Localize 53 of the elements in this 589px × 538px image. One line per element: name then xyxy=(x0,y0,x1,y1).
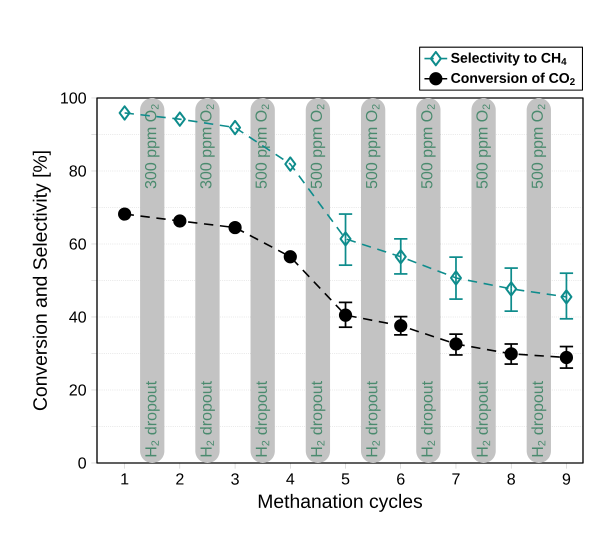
y-tick-label: 80 xyxy=(69,165,86,177)
x-tick-label: 1 xyxy=(121,473,128,484)
y-tick-label: 100 xyxy=(61,92,86,104)
annotation: 300 ppm O$_{2}$ xyxy=(144,104,160,188)
annotation: 500 ppm O$_{2}$ xyxy=(366,104,380,188)
point xyxy=(450,270,462,286)
legend-label: Selectivity to CH$_{4}$ xyxy=(451,52,567,66)
annotation: 500 ppm O$_{2}$ xyxy=(476,104,491,188)
y-tick-label: 20 xyxy=(70,384,86,396)
point xyxy=(229,120,242,136)
y-tick-label: 40 xyxy=(69,311,86,323)
band-label: H$_{2}$ dropout xyxy=(366,381,381,456)
annotation: 300 ppm O$_{2}$ xyxy=(200,104,215,188)
point xyxy=(338,308,352,322)
band-label: H$_{2}$ dropout xyxy=(310,381,326,456)
point xyxy=(173,214,186,228)
point xyxy=(118,207,132,221)
band-label: H$_{2}$ dropout xyxy=(420,381,436,456)
x-tick-label: 5 xyxy=(342,473,350,485)
point xyxy=(228,220,242,234)
band-label: H$_{2}$ dropout xyxy=(200,381,215,456)
x-tick-label: 2 xyxy=(176,473,184,485)
y-tick-label: 0 xyxy=(78,457,86,469)
annotation: 500 ppm O$_{2}$ xyxy=(532,104,546,188)
point xyxy=(284,250,297,264)
point xyxy=(394,319,408,332)
band-label: H$_{2}$ dropout xyxy=(144,381,160,456)
annotation: 500 ppm O$_{2}$ xyxy=(310,104,326,188)
point xyxy=(340,231,352,247)
x-tick-label: 9 xyxy=(562,473,570,485)
point xyxy=(118,105,131,121)
point xyxy=(504,347,518,360)
legend-label: Conversion of CO$_{2}$ xyxy=(451,72,575,86)
point xyxy=(284,156,296,172)
band-label: H$_{2}$ dropout xyxy=(255,381,270,456)
point xyxy=(560,289,572,305)
x-tick-label: 7 xyxy=(452,473,460,484)
point xyxy=(174,111,186,127)
y-tick-label: 60 xyxy=(70,238,86,250)
point xyxy=(394,249,407,264)
x-tick-label: 4 xyxy=(286,473,294,484)
annotation: 500 ppm O$_{2}$ xyxy=(421,104,436,188)
x-tick-label: 6 xyxy=(397,473,404,485)
point xyxy=(560,350,574,364)
y-axis-title: Conversion and Selectivity [%] xyxy=(32,151,51,410)
band-label: H$_{2}$ dropout xyxy=(476,381,492,456)
x-tick-label: 8 xyxy=(507,473,515,485)
band-label: H$_{2}$ dropout xyxy=(531,381,546,456)
x-axis-title: Methanation cycles xyxy=(258,494,422,512)
annotation: 500 ppm O$_{2}$ xyxy=(255,104,270,188)
point xyxy=(505,281,518,297)
x-tick-label: 3 xyxy=(231,473,239,485)
point xyxy=(449,337,463,351)
